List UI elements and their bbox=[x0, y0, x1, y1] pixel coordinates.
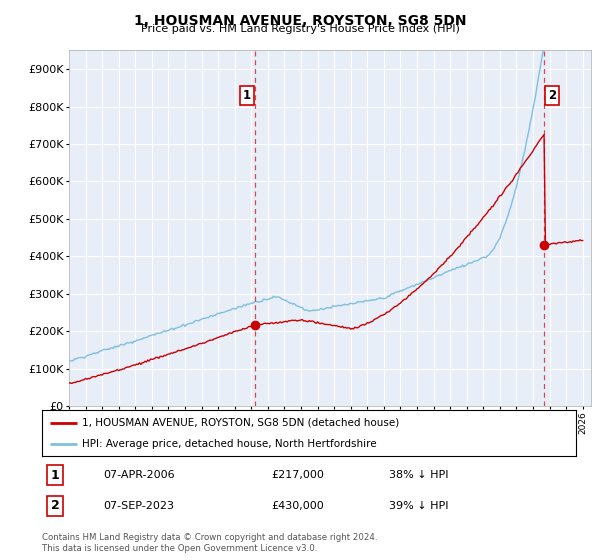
Text: 07-SEP-2023: 07-SEP-2023 bbox=[103, 501, 175, 511]
Text: 1, HOUSMAN AVENUE, ROYSTON, SG8 5DN (detached house): 1, HOUSMAN AVENUE, ROYSTON, SG8 5DN (det… bbox=[82, 418, 400, 428]
Text: Price paid vs. HM Land Registry's House Price Index (HPI): Price paid vs. HM Land Registry's House … bbox=[140, 24, 460, 34]
Text: 07-APR-2006: 07-APR-2006 bbox=[103, 470, 175, 480]
Text: 38% ↓ HPI: 38% ↓ HPI bbox=[389, 470, 449, 480]
Text: 1: 1 bbox=[243, 89, 251, 102]
Text: £430,000: £430,000 bbox=[272, 501, 325, 511]
Text: 2: 2 bbox=[51, 499, 60, 512]
Text: 39% ↓ HPI: 39% ↓ HPI bbox=[389, 501, 449, 511]
Text: 1, HOUSMAN AVENUE, ROYSTON, SG8 5DN: 1, HOUSMAN AVENUE, ROYSTON, SG8 5DN bbox=[134, 14, 466, 28]
Text: HPI: Average price, detached house, North Hertfordshire: HPI: Average price, detached house, Nort… bbox=[82, 439, 377, 449]
Text: £217,000: £217,000 bbox=[272, 470, 325, 480]
Text: 2: 2 bbox=[548, 89, 556, 102]
Text: Contains HM Land Registry data © Crown copyright and database right 2024.
This d: Contains HM Land Registry data © Crown c… bbox=[42, 533, 377, 553]
Text: 1: 1 bbox=[51, 469, 60, 482]
